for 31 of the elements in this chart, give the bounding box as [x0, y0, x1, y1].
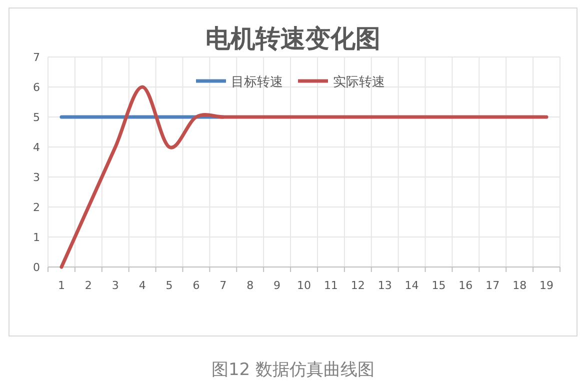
x-tick-label: 6: [192, 279, 200, 292]
y-tick-label: 3: [33, 171, 40, 184]
y-tick-label: 4: [33, 141, 40, 154]
x-tick-label: 13: [378, 279, 392, 292]
y-tick-label: 5: [33, 111, 40, 124]
x-tick-label: 8: [246, 279, 254, 292]
x-tick-label: 14: [404, 279, 419, 292]
x-tick-label: 5: [166, 279, 173, 292]
x-tick-label: 10: [297, 279, 311, 292]
y-tick-label: 6: [33, 81, 40, 94]
x-tick-label: 4: [138, 279, 146, 292]
y-tick-label: 7: [33, 51, 40, 64]
x-tick-label: 17: [486, 279, 500, 292]
x-tick-label: 16: [458, 279, 473, 292]
x-tick-label: 1: [58, 279, 65, 292]
legend-label: 目标转速: [231, 75, 283, 90]
legend-label: 实际转速: [333, 75, 385, 90]
x-tick-label: 9: [274, 279, 281, 292]
x-tick-label: 2: [84, 279, 92, 292]
x-tick-label: 18: [512, 279, 527, 292]
x-tick-label: 19: [540, 279, 554, 292]
chart-title: 电机转速变化图: [206, 24, 380, 53]
x-tick-label: 15: [432, 279, 446, 292]
x-tick-label: 12: [350, 279, 365, 292]
y-tick-label: 0: [33, 261, 40, 274]
y-tick-label: 2: [33, 201, 40, 214]
x-tick-label: 11: [324, 279, 338, 292]
x-tick-label: 3: [112, 279, 119, 292]
x-tick-label: 7: [220, 279, 227, 292]
caption: 图12 数据仿真曲线图: [211, 360, 375, 380]
y-tick-label: 1: [33, 231, 40, 244]
